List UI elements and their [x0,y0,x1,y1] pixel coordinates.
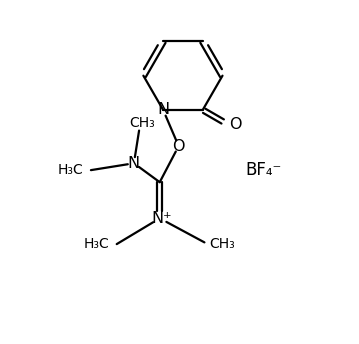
Text: BF₄⁻: BF₄⁻ [246,161,282,179]
Text: N: N [128,156,140,171]
Text: O: O [229,117,242,132]
Text: CH₃: CH₃ [129,116,155,130]
Text: CH₃: CH₃ [210,237,236,251]
Text: N⁺: N⁺ [151,211,172,226]
Text: N: N [157,103,169,117]
Text: H₃C: H₃C [57,163,83,177]
Text: H₃C: H₃C [83,237,109,251]
Text: O: O [172,139,185,153]
